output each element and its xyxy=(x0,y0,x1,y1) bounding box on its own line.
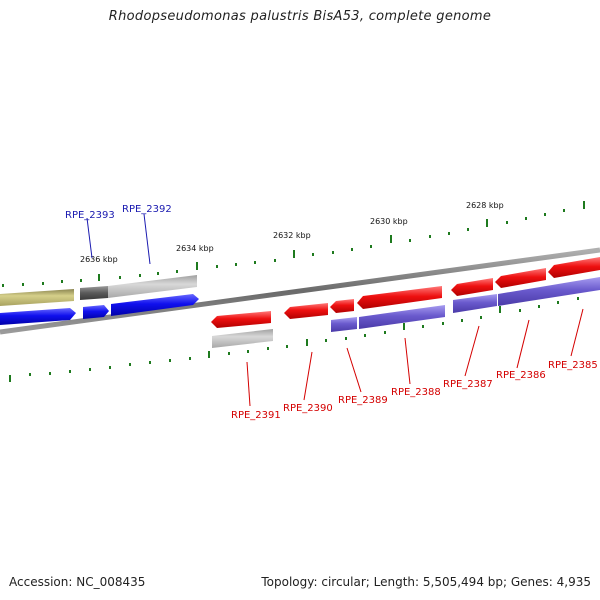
kbp-label: 2632 kbp xyxy=(273,231,311,240)
kbp-label: 2630 kbp xyxy=(370,217,408,226)
kbp-label: 2628 kbp xyxy=(466,201,504,210)
reverse-cds[interactable] xyxy=(357,286,442,309)
gene-label[interactable]: RPE_2391 xyxy=(231,410,281,421)
purple-feature[interactable] xyxy=(498,277,600,306)
reverse-cds[interactable] xyxy=(495,268,546,288)
reverse-cds[interactable] xyxy=(284,303,328,319)
reverse-cds-row xyxy=(211,257,600,328)
dark-grey-feature[interactable] xyxy=(80,286,108,300)
forward-cds[interactable] xyxy=(83,305,109,319)
gene-label[interactable]: RPE_2385 xyxy=(548,360,598,371)
grey-feature[interactable] xyxy=(212,329,273,348)
grey-feature[interactable] xyxy=(108,275,197,298)
gene-label[interactable]: RPE_2387 xyxy=(443,379,493,390)
forward-cds[interactable] xyxy=(0,308,76,325)
reverse-cds[interactable] xyxy=(548,257,600,278)
purple-feature[interactable] xyxy=(359,305,445,329)
genome-backbone xyxy=(0,247,600,335)
gene-label[interactable]: RPE_2392 xyxy=(122,204,172,215)
gene-label[interactable]: RPE_2386 xyxy=(496,370,546,381)
purple-feature[interactable] xyxy=(331,317,357,332)
olive-feature[interactable] xyxy=(0,289,74,306)
forward-cds-row xyxy=(0,294,199,325)
reverse-cds[interactable] xyxy=(330,299,354,313)
map-title: Rhodopseudomonas palustris BisA53, compl… xyxy=(108,9,492,24)
accession-text: Accession: NC_008435 xyxy=(9,575,146,589)
purple-feature[interactable] xyxy=(453,294,497,313)
kbp-label: 2636 kbp xyxy=(80,255,118,264)
gene-label[interactable]: RPE_2393 xyxy=(65,210,115,221)
outer-ticks xyxy=(2,201,585,287)
genome-summary-text: Topology: circular; Length: 5,505,494 bp… xyxy=(261,575,591,589)
gene-label[interactable]: RPE_2389 xyxy=(338,395,388,406)
gene-label[interactable]: RPE_2390 xyxy=(283,403,333,414)
leader-lines xyxy=(86,213,584,407)
kbp-label: 2634 kbp xyxy=(176,244,214,253)
forward-cds[interactable] xyxy=(111,294,199,316)
inner-ticks xyxy=(9,297,579,382)
feature-row-inner xyxy=(212,277,600,348)
reverse-cds[interactable] xyxy=(211,311,271,328)
reverse-cds[interactable] xyxy=(451,278,493,296)
gene-label[interactable]: RPE_2388 xyxy=(391,387,441,398)
feature-row-outer xyxy=(0,275,197,306)
